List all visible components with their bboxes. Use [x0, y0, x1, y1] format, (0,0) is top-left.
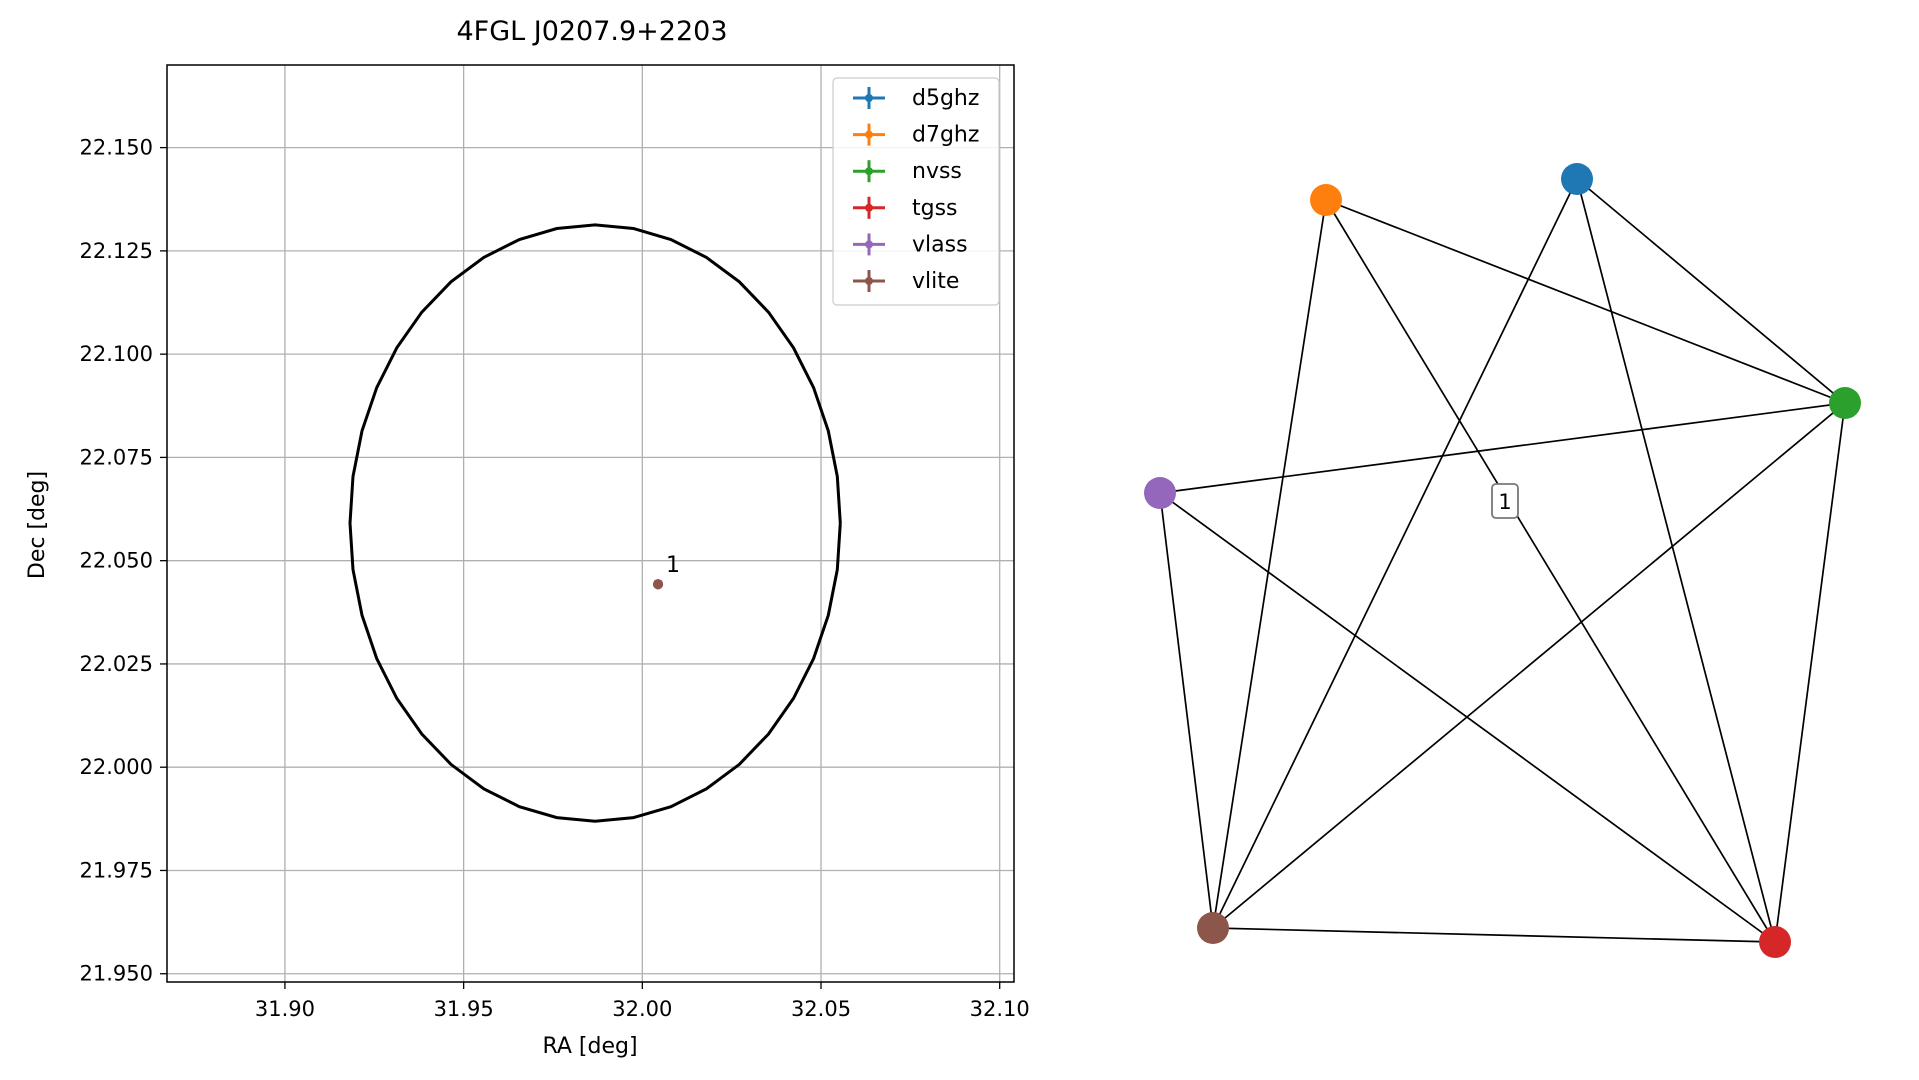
- point-annotation: 1: [666, 553, 680, 578]
- legend-item-d5ghz: d5ghz: [853, 86, 979, 111]
- legend-item-vlass: vlass: [853, 232, 968, 257]
- legend: d5ghz d7ghz nvss tgss vlass vlite: [832, 77, 1000, 306]
- legend-item-d7ghz: d7ghz: [853, 123, 979, 148]
- network-panel: 1: [1144, 163, 1861, 958]
- data-points-layer: [653, 579, 664, 590]
- edge-d5ghz-nvss: [1576, 178, 1846, 404]
- scatter-panel: 4FGL J0207.9+2203 1 31.90 31.95 32.00 32.05…: [25, 16, 1030, 1059]
- edge-vlite-tgss: [1212, 927, 1776, 943]
- x-tick-label: 32.05: [791, 997, 851, 1021]
- y-tick-label: 22.075: [80, 445, 153, 469]
- legend-item-vlite: vlite: [853, 269, 959, 294]
- y-tick-label: 22.100: [80, 342, 153, 366]
- node-vlite: [1197, 912, 1229, 944]
- annotation-layer: 1: [666, 553, 680, 578]
- edge-nvss-vlass: [1159, 402, 1846, 494]
- y-tick-label: 22.025: [80, 652, 153, 676]
- error-ellipse-layer: [348, 223, 842, 823]
- cluster-label-box: [1491, 483, 1519, 519]
- x-axis-ticks: 31.90 31.95 32.00 32.05 32.10: [255, 982, 1030, 1021]
- edge-vlass-tgss: [1159, 492, 1776, 943]
- y-tick-label: 21.975: [80, 858, 153, 882]
- y-tick-label: 22.150: [80, 136, 153, 160]
- cluster-label-text: 1: [1498, 490, 1511, 514]
- edge-d7ghz-nvss: [1325, 199, 1846, 404]
- y-tick-label: 22.050: [80, 549, 153, 573]
- legend-item-tgss: tgss: [853, 196, 958, 221]
- edge-d5ghz-vlite: [1212, 178, 1578, 929]
- edge-d7ghz-tgss: [1325, 199, 1776, 943]
- cluster-label: 1: [1491, 483, 1519, 519]
- legend-marker-dot: [865, 240, 873, 249]
- legend-marker-dot: [865, 203, 873, 212]
- network-edges: [1159, 178, 1846, 943]
- chart-title: 4FGL J0207.9+2203: [456, 16, 727, 47]
- node-d7ghz: [1310, 184, 1342, 216]
- legend-label: d5ghz: [912, 86, 979, 111]
- edge-nvss-tgss: [1774, 402, 1846, 943]
- edge-vlass-vlite: [1159, 492, 1214, 929]
- edge-d7ghz-vlite: [1212, 199, 1327, 929]
- x-tick-label: 31.95: [434, 997, 494, 1021]
- y-axis-label: Dec [deg]: [25, 471, 50, 579]
- x-axis-label: RA [deg]: [542, 1034, 637, 1059]
- node-d5ghz: [1561, 163, 1593, 195]
- y-tick-label: 22.000: [80, 755, 153, 779]
- data-point-vlite: [653, 579, 664, 590]
- network-nodes: [1144, 163, 1861, 958]
- error-ellipse: [348, 223, 842, 823]
- x-tick-label: 32.00: [612, 997, 672, 1021]
- y-tick-label: 22.125: [80, 239, 153, 263]
- legend-marker-dot: [865, 94, 873, 102]
- x-tick-label: 31.90: [255, 997, 315, 1021]
- legend-marker-dot: [865, 167, 873, 176]
- legend-marker-dot: [865, 130, 873, 139]
- edge-d5ghz-tgss: [1576, 178, 1776, 943]
- legend-label: tgss: [912, 196, 958, 221]
- y-axis-ticks: 21.950 21.975 22.000 22.025 22.050 22.075 22.1…: [80, 136, 167, 986]
- edge-nvss-vlite: [1212, 402, 1846, 929]
- legend-marker-dot: [865, 277, 873, 285]
- legend-label: vlass: [912, 232, 968, 257]
- node-nvss: [1829, 387, 1861, 419]
- legend-items: d5ghz d7ghz nvss tgss vlass vlite: [853, 86, 979, 294]
- legend-label: nvss: [912, 159, 962, 184]
- legend-item-nvss: nvss: [853, 159, 962, 184]
- node-tgss: [1759, 926, 1791, 958]
- x-tick-label: 32.10: [970, 997, 1030, 1021]
- node-vlass: [1144, 477, 1176, 509]
- legend-label: d7ghz: [912, 123, 979, 148]
- plot-frame: [166, 64, 1015, 983]
- legend-label: vlite: [912, 269, 959, 294]
- y-tick-label: 21.950: [80, 962, 153, 986]
